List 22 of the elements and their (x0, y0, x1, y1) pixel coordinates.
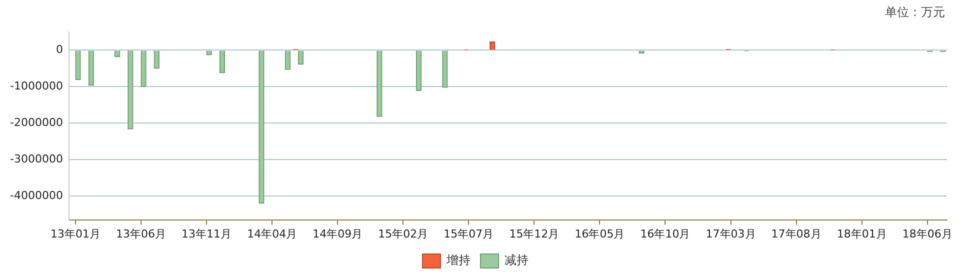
x-tick-label: 18年01月 (836, 227, 887, 240)
x-tick-label: 13年11月 (182, 227, 232, 240)
y-tick-label: -2000000 (10, 116, 63, 130)
y-tick-label: -1000000 (10, 80, 63, 93)
x-tick-label: 17年08月 (771, 227, 822, 240)
x-tick-label: 13年01月 (50, 227, 101, 240)
y-tick-label: 0 (56, 43, 63, 56)
x-tick-label: 17年03月 (706, 227, 756, 240)
x-tick-label: 14年09月 (312, 227, 363, 240)
legend-label: 减持 (504, 253, 528, 268)
y-tick-label: -3000000 (10, 152, 63, 166)
text: 单位：万元 (885, 4, 945, 21)
x-tick-label: 15年02月 (378, 227, 428, 240)
x-tick-label: 15年07月 (444, 227, 494, 240)
y-tick-label: -4000000 (10, 188, 63, 202)
legend-label: 增持 (446, 253, 470, 268)
x-tick-label: 16年05月 (574, 227, 625, 240)
x-tick-label: 14年04月 (247, 227, 298, 240)
x-tick-label: 16年10月 (640, 227, 690, 240)
x-tick-label: 13年06月 (116, 227, 166, 240)
x-tick-label: 15年12月 (509, 227, 560, 240)
x-tick-label: 18年06月 (902, 227, 952, 240)
